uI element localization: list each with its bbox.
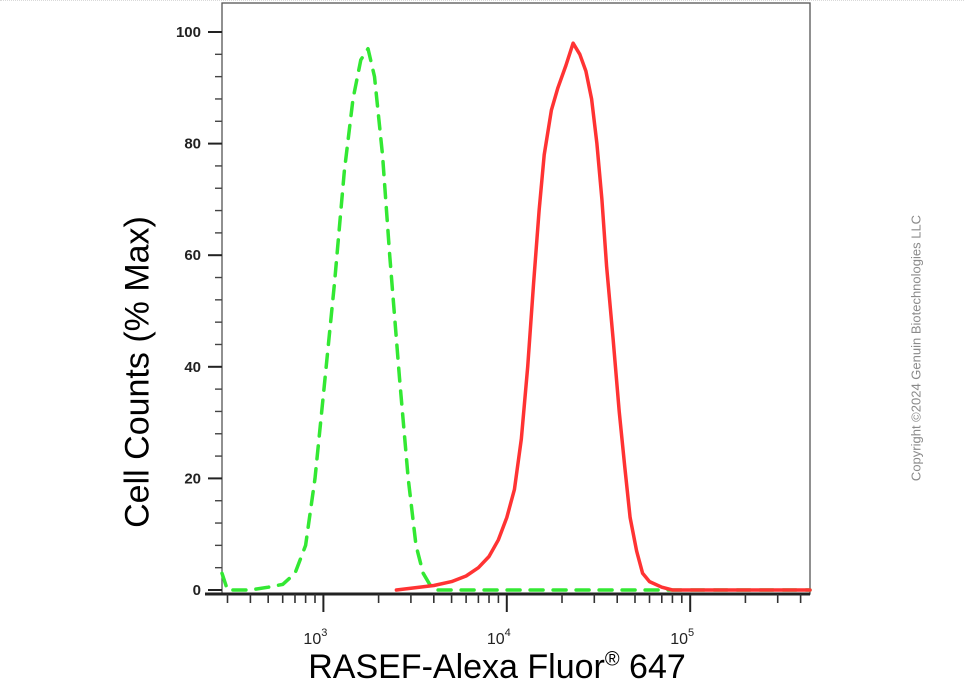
x-tick-label-base: 10 [487,631,505,648]
series-layer [220,41,812,592]
x-tick-label-base: 10 [303,631,321,648]
x-axis-label-tail: 647 [619,648,686,686]
rasef-histogram-line [394,41,812,592]
y-axis-label: Cell Counts (% Max) [118,216,157,528]
x-tick-label-exponent: 3 [321,627,327,639]
y-tick-label: 20 [184,470,201,487]
y-tick-label: 0 [193,582,201,599]
x-axis-label-registered-mark: ® [604,648,620,671]
x-tick-label-exponent: 4 [505,627,511,639]
x-tick-label-exponent: 5 [688,627,694,639]
control-histogram-line [220,46,812,592]
x-tick-label-base: 10 [670,631,688,648]
y-tick-label: 80 [184,136,201,153]
x-axis-label-main: RASEF-Alexa Fluor [308,648,605,686]
x-axis-label: RASEF-Alexa Fluor® 647 [308,648,686,687]
y-tick-label: 40 [184,359,201,376]
x-tick-label: 103 [303,627,327,648]
top-divider [0,0,964,1]
y-tick-label: 60 [184,247,201,264]
x-tick-label: 105 [670,627,694,648]
copyright-notice: Copyright ©2024 Genuin Biotechnologies L… [908,214,924,482]
y-tick-label: 100 [176,24,201,41]
x-tick-label: 104 [487,627,511,648]
